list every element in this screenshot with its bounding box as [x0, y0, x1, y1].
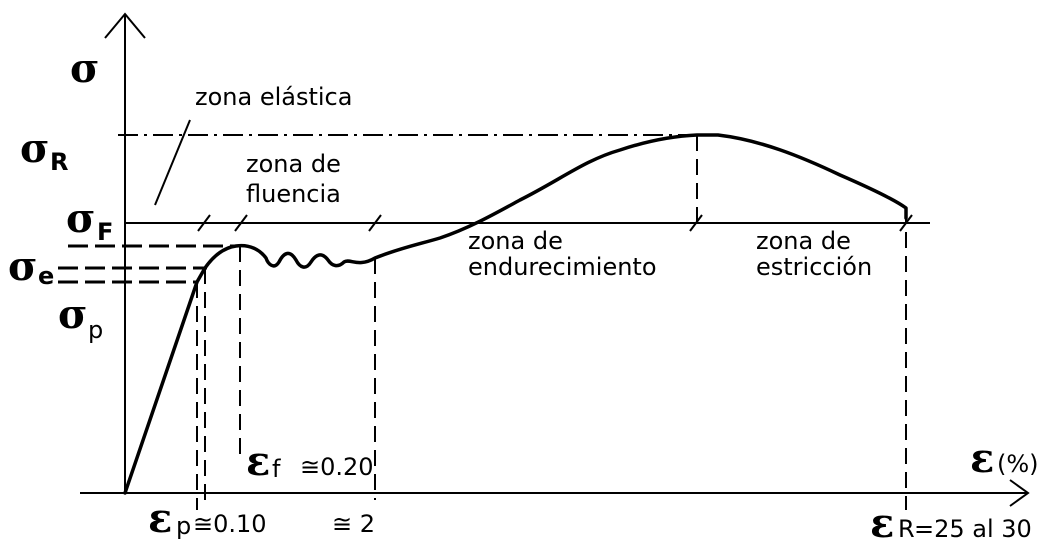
svg-text:p: p — [88, 316, 103, 344]
y-axis-symbol: σ — [70, 45, 100, 92]
svg-text:F: F — [97, 218, 113, 246]
svg-text:R: R — [50, 148, 68, 176]
y-axis-arrowhead — [104, 12, 146, 39]
zone-yield-label-line1: zona de — [246, 150, 341, 178]
svg-text:ε: ε — [870, 500, 894, 540]
stress-label-p: σ p — [58, 291, 103, 344]
stress-label-R: σ R — [20, 125, 68, 176]
svg-text:p: p — [176, 512, 191, 540]
zone-yield-label-line2: fluencia — [246, 180, 341, 208]
zone-hardening-label-line2: endurecimiento — [468, 253, 657, 281]
svg-text:σ: σ — [20, 125, 50, 172]
x-axis-arrowhead — [1009, 479, 1030, 507]
svg-text:σ: σ — [58, 291, 88, 338]
svg-text:ε: ε — [148, 495, 172, 540]
strain-label-r: ε R =25 al 30 — [870, 500, 1032, 540]
zone-hardening-label-line1: zona de — [468, 227, 563, 255]
axes — [80, 12, 1030, 507]
x-axis-unit: (%) — [997, 450, 1039, 478]
strain-guides — [196, 135, 907, 510]
stress-label-F: σ F — [66, 195, 113, 246]
strain-label-2: ≅ 2 — [332, 510, 375, 538]
strain-label-p: ε p ≅0.10 — [148, 495, 267, 540]
zone-elastic-leader — [154, 119, 191, 206]
svg-text:σ: σ — [66, 195, 96, 242]
svg-text:R: R — [898, 515, 915, 540]
zone-necking-label-line1: zona de — [756, 227, 851, 255]
svg-text:σ: σ — [8, 243, 38, 290]
zone-necking-label-line2: estricción — [756, 253, 872, 281]
zone-elastic-label: zona elástica — [195, 83, 352, 111]
svg-text:≅0.10: ≅0.10 — [193, 510, 267, 538]
svg-text:ε: ε — [246, 438, 270, 485]
stress-label-e: σ e — [8, 243, 54, 290]
svg-text:e: e — [38, 262, 54, 290]
strain-label-f: ε f ≅0.20 — [246, 438, 374, 485]
svg-text:=25 al 30: =25 al 30 — [914, 515, 1032, 540]
svg-text:≅0.20: ≅0.20 — [300, 453, 374, 481]
x-axis-symbol: ε — [970, 435, 994, 482]
svg-text:f: f — [272, 455, 281, 483]
stress-strain-curve — [123, 133, 908, 495]
